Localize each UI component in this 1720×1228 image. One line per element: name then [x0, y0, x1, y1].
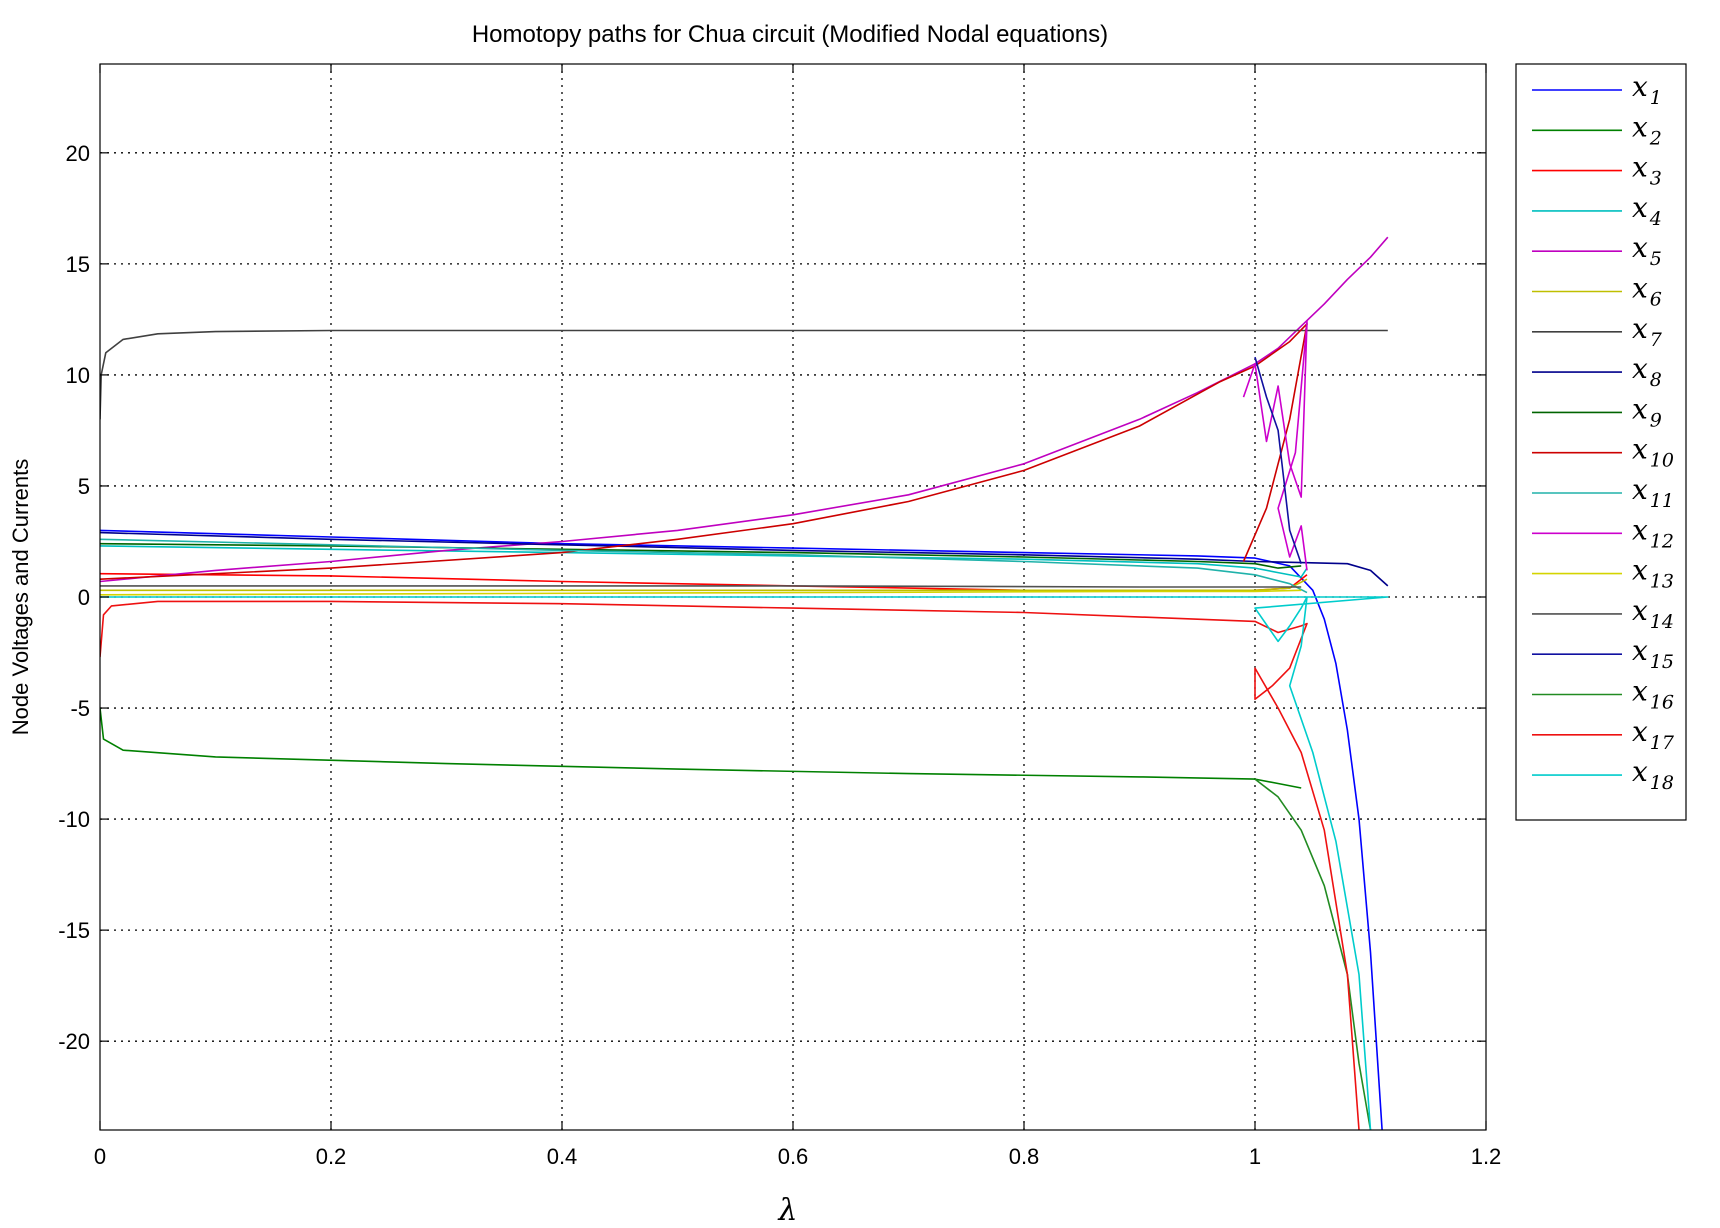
y-tick-label: 0 — [78, 585, 90, 610]
x-tick-label: 1 — [1249, 1144, 1261, 1169]
y-tick-label: 10 — [66, 363, 90, 388]
y-axis-label: Node Voltages and Currents — [8, 459, 33, 735]
y-tick-label: 15 — [66, 252, 90, 277]
y-tick-label: 20 — [66, 141, 90, 166]
series-lines — [100, 236, 1389, 1130]
series-line-x18 — [100, 596, 1389, 1130]
series-line-x8 — [100, 531, 1389, 587]
ticks: 0 0.2 0.4 0.6 0.8 1 1.2 -20 -15 -10 -5 0 5 10 15 20 — [58, 64, 1501, 1169]
series-line-x10 — [100, 323, 1308, 580]
series-line-x16 — [1254, 778, 1372, 1130]
y-tick-label: -20 — [58, 1029, 90, 1054]
y-tick-label: 5 — [78, 474, 90, 499]
x-tick-label: 1.2 — [1471, 1144, 1502, 1169]
y-tick-label: -15 — [58, 918, 90, 943]
legend-label-x11: x 11 — [1632, 473, 1674, 512]
x-tick-label: 0.8 — [1009, 1144, 1040, 1169]
chart-title: Homotopy paths for Chua circuit (Modifie… — [472, 21, 1108, 48]
series-line-x2 — [100, 707, 1302, 789]
series-line-x15 — [1254, 356, 1302, 564]
x-tick-label: 0.6 — [778, 1144, 809, 1169]
x-axis-label: λ — [777, 1193, 797, 1228]
x-tick-label: 0 — [94, 1144, 106, 1169]
x-tick-label: 0.2 — [316, 1144, 347, 1169]
x-tick-label: 0.4 — [547, 1144, 578, 1169]
series-line-x13 — [100, 589, 1302, 596]
legend: x 1x 2x 3x 4x 5x 6x 7x 8x 9x 10x 11x 12x 13x 14x 15x 16x… — [1515, 63, 1687, 821]
series-line-x11 — [100, 538, 1308, 594]
series-line-x7 — [100, 329, 1388, 420]
series-line-x5 — [100, 236, 1389, 583]
y-tick-label: -5 — [70, 696, 90, 721]
y-tick-label: -10 — [58, 807, 90, 832]
series-line-x1 — [100, 529, 1383, 1130]
series-line-x17 — [100, 600, 1360, 1130]
series-line-x14 — [100, 585, 1302, 588]
series-line-x12 — [1242, 320, 1308, 571]
series-line-x6 — [100, 578, 1308, 592]
